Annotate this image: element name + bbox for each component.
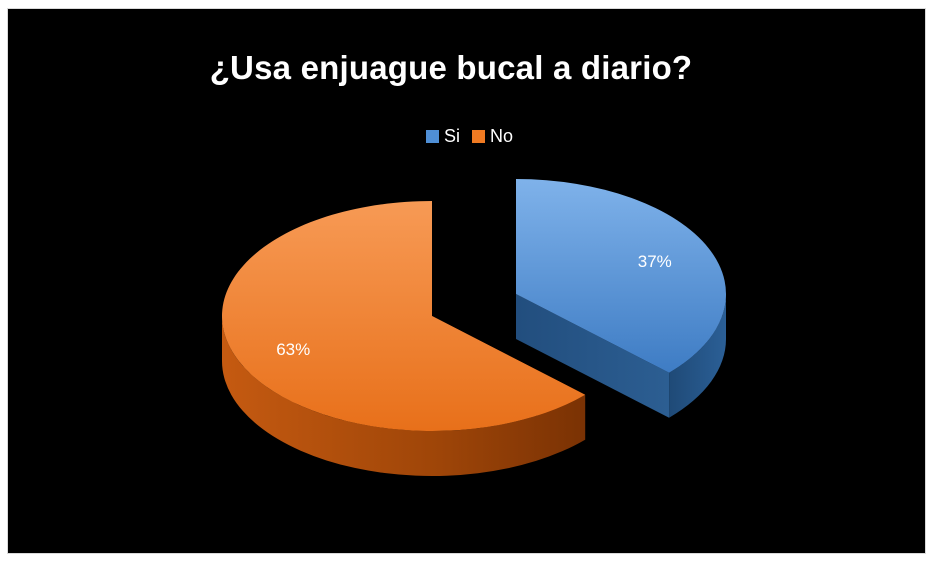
pie-plot: 37% 63% <box>222 179 727 476</box>
legend-swatch-no <box>472 129 486 143</box>
legend: Si No <box>426 125 513 147</box>
slice-si-wall-1 <box>516 294 670 418</box>
chart-title: ¿Usa enjuague bucal a diario? <box>209 49 693 86</box>
legend-label-no: No <box>490 125 514 146</box>
data-label-si: 37% <box>638 252 672 271</box>
slice-no-side <box>222 316 586 476</box>
slice-si <box>516 179 727 373</box>
legend-label-si: Si <box>444 125 461 146</box>
slice-si-side <box>669 294 726 418</box>
legend-entry-si: Si <box>426 126 460 147</box>
legend-swatch-si <box>426 129 439 143</box>
slice-no <box>222 201 586 431</box>
legend-entry-no: No <box>472 126 513 147</box>
data-label-no: 63% <box>276 340 310 359</box>
chart-area: ¿Usa enjuague bucal a diario? Si No <box>7 8 926 554</box>
